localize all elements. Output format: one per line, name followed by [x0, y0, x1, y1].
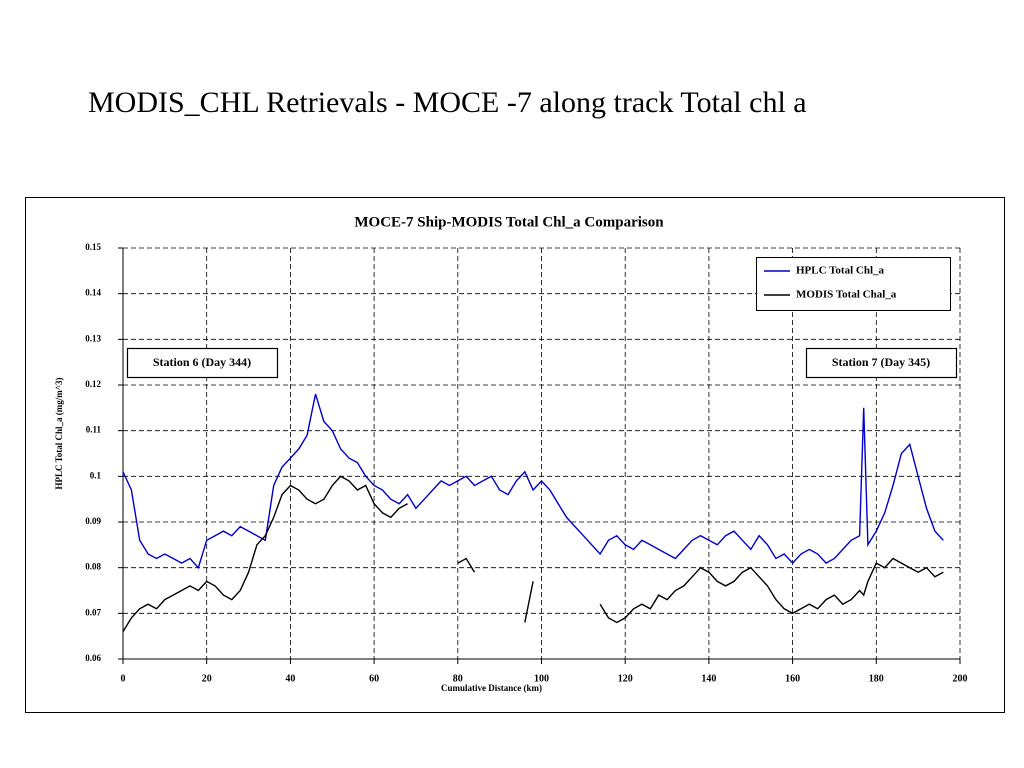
slide-title: MODIS_CHL Retrievals - MOCE -7 along tra… — [88, 86, 807, 119]
y-axis-label: HPLC Total Chl_a (mg/m^3) — [54, 378, 64, 490]
annotation-box — [126, 347, 279, 379]
y-tick-label: 0.14 — [85, 288, 101, 298]
y-tick-label: 0.09 — [85, 516, 101, 526]
series-line — [122, 393, 944, 570]
x-tick-label: 140 — [701, 673, 716, 684]
x-tick-label: 180 — [869, 673, 884, 684]
x-tick-label: 60 — [369, 673, 379, 684]
annotation: Station 7 (Day 345) — [832, 355, 930, 369]
x-tick-label: 120 — [618, 673, 633, 684]
x-tick-label: 160 — [785, 673, 800, 684]
legend-box — [756, 257, 951, 311]
x-tick-label: 200 — [953, 673, 968, 684]
chart-title: MOCE-7 Ship-MODIS Total Chl_a Comparison — [354, 214, 664, 230]
annotation-box — [805, 347, 958, 379]
x-axis-label: Cumulative Distance (km) — [441, 683, 542, 693]
y-tick-label: 0.08 — [85, 562, 101, 572]
x-tick-label: 100 — [534, 673, 549, 684]
y-tick-label: 0.06 — [85, 653, 101, 663]
legend-label: MODIS Total Chal_a — [796, 289, 897, 301]
series-line — [122, 475, 944, 632]
legend-label: HPLC Total Chl_a — [796, 265, 885, 277]
y-tick-label: 0.07 — [85, 607, 101, 617]
y-tick-label: 0.13 — [85, 333, 101, 343]
x-tick-label: 20 — [202, 673, 212, 684]
y-tick-label: 0.15 — [85, 242, 101, 252]
y-tick-label: 0.12 — [85, 379, 101, 389]
x-tick-label: 40 — [285, 673, 295, 684]
chart-frame — [25, 197, 1005, 713]
x-tick-label: 80 — [453, 673, 463, 684]
y-tick-label: 0.11 — [86, 425, 102, 435]
y-tick-label: 0.1 — [90, 470, 102, 480]
annotation: Station 6 (Day 344) — [153, 355, 251, 369]
x-tick-label: 0 — [121, 673, 126, 684]
